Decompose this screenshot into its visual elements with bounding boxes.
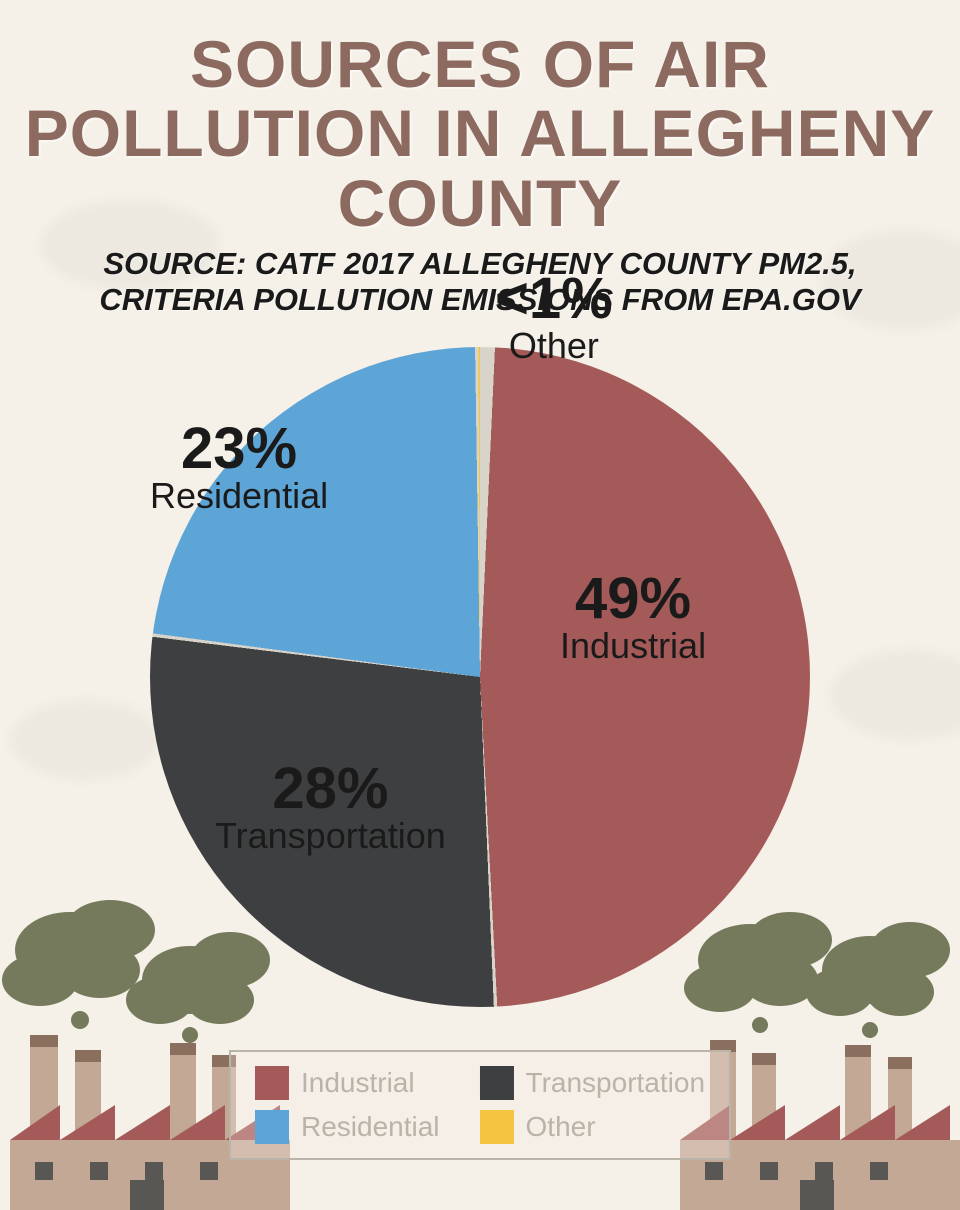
slice-other-name: Other (495, 328, 613, 364)
slice-label-residential: 23% Residential (150, 420, 328, 514)
slice-transportation-name: Transportation (215, 818, 446, 854)
slice-transportation-pct: 28% (215, 760, 446, 818)
legend-label: Other (526, 1111, 596, 1143)
legend-item: Residential (255, 1110, 440, 1144)
legend-swatch (255, 1110, 289, 1144)
legend-swatch (480, 1110, 514, 1144)
slice-residential-name: Residential (150, 478, 328, 514)
legend-label: Industrial (301, 1067, 415, 1099)
page-title: SOURCES OF AIR POLLUTION IN ALLEGHENY CO… (0, 0, 960, 238)
slice-industrial-pct: 49% (560, 570, 706, 628)
slice-label-industrial: 49% Industrial (560, 570, 706, 664)
bg-cloud (830, 650, 960, 740)
slice-residential-pct: 23% (150, 420, 328, 478)
legend-item: Industrial (255, 1066, 440, 1100)
legend-item: Other (480, 1110, 706, 1144)
slice-label-other: <1% Other (495, 270, 613, 364)
legend-item: Transportation (480, 1066, 706, 1100)
legend-swatch (255, 1066, 289, 1100)
slice-label-transportation: 28% Transportation (215, 760, 446, 854)
bg-cloud (10, 700, 160, 780)
legend-swatch (480, 1066, 514, 1100)
slice-other-pct: <1% (495, 270, 613, 328)
legend-label: Residential (301, 1111, 440, 1143)
legend-label: Transportation (526, 1067, 706, 1099)
source-subtitle: SOURCE: CATF 2017 ALLEGHENY COUNTY PM2.5… (0, 238, 960, 317)
slice-industrial-name: Industrial (560, 628, 706, 664)
legend: Industrial Transportation Residential Other (229, 1050, 731, 1160)
